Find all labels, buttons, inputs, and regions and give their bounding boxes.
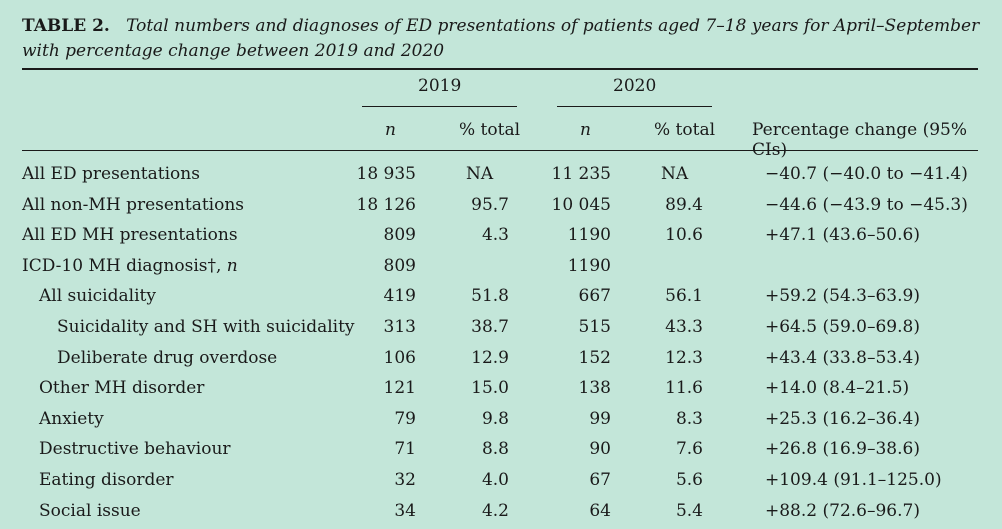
cell-pct-2020: 12.3	[665, 347, 703, 368]
cell-pct-change: +88.2 (72.6–96.7)	[765, 500, 920, 521]
cell-n-2019: 809	[383, 225, 416, 246]
cell-n-2019: 71	[394, 439, 416, 460]
rule-2020-span	[557, 106, 712, 107]
cell-n-2019: 18 126	[356, 194, 416, 215]
table-row: Anxiety 79 9.8 99 8.3 +25.3 (16.2–36.4)	[0, 404, 1002, 434]
cell-pct-2019: NA	[466, 164, 494, 184]
header-year-2019: 2019	[418, 76, 462, 96]
table-row: Suicidality and SH with suicidality 313 38…	[0, 312, 1002, 342]
cell-n-2020: 1190	[567, 255, 611, 276]
table-row: All suicidality 419 51.8 667 56.1 +59.2 (54.3…	[0, 281, 1002, 311]
row-label: Deliberate drug overdose	[57, 347, 278, 368]
table-row: Social issue 34 4.2 64 5.4 +88.2 (72.6–96.7)	[0, 496, 1002, 526]
table-row: Other MH disorder 121 15.0 138 11.6 +14.0 (8.…	[0, 373, 1002, 403]
cell-pct-2020: 43.3	[665, 317, 703, 337]
header-n-2019: n	[385, 120, 396, 140]
table-row: Eating disorder 32 4.0 67 5.6 +109.4 (91.1–12…	[0, 465, 1002, 495]
header-pct-change: Percentage change (95% CIs)	[752, 120, 968, 160]
cell-pct-change: +64.5 (59.0–69.8)	[765, 317, 920, 337]
cell-n-2019: 18 935	[356, 164, 416, 184]
row-label: All suicidality	[39, 286, 156, 307]
table-title: Total numbers and diagnoses of ED presen…	[22, 16, 980, 61]
cell-pct-2019: 15.0	[471, 378, 509, 399]
cell-n-2020: 1190	[567, 225, 611, 246]
cell-pct-change: +109.4 (91.1–125.0)	[765, 470, 942, 490]
table-row: Destructive behaviour 71 8.8 90 7.6 +26.8 (16…	[0, 434, 1002, 464]
cell-n-2019: 32	[394, 470, 416, 490]
cell-pct-2020: 5.4	[675, 500, 703, 521]
cell-pct-2019: 4.2	[481, 500, 509, 521]
cell-pct-2020: 11.6	[665, 378, 703, 399]
cell-n-2020: 152	[578, 347, 611, 368]
table-row: All ED MH presentations 809 4.3 1190 10.6 +47…	[0, 220, 1002, 250]
row-label: All non-MH presentations	[22, 194, 245, 215]
cell-n-2020: 11 235	[551, 164, 611, 184]
cell-pct-change: +14.0 (8.4–21.5)	[765, 378, 910, 399]
header-pct-2020: % total	[654, 120, 716, 140]
table-row: All non-MH presentations 18 126 95.7 10 045…	[0, 190, 1002, 220]
cell-n-2020: 67	[589, 470, 611, 490]
table-caption: TABLE 2. Total numbers and diagnoses of …	[22, 14, 984, 64]
row-label: Suicidality and SH with suicidality	[57, 317, 355, 337]
header-pct-2019: % total	[459, 120, 521, 140]
cell-pct-2019: 12.9	[471, 347, 509, 368]
cell-pct-2020: 89.4	[665, 194, 703, 215]
cell-pct-change: −40.7 (−40.0 to −41.4)	[765, 164, 968, 184]
cell-n-2019: 419	[383, 286, 416, 307]
header-rule	[22, 150, 978, 151]
cell-n-2020: 90	[589, 439, 611, 460]
rule-2019-span	[362, 106, 517, 107]
cell-pct-2019: 51.8	[471, 286, 509, 307]
cell-pct-2019: 4.3	[481, 225, 509, 246]
row-label: All ED presentations	[22, 164, 200, 184]
cell-n-2020: 667	[578, 286, 611, 307]
cell-pct-2019: 95.7	[471, 194, 509, 215]
table-number: TABLE 2.	[22, 16, 110, 36]
table-row: Deliberate drug overdose 106 12.9 152 12.3 +4…	[0, 343, 1002, 373]
row-label: ICD-10 MH diagnosis†, n	[22, 255, 238, 276]
cell-n-2019: 79	[394, 408, 416, 429]
row-label: All ED MH presentations	[22, 225, 238, 246]
row-label: Other MH disorder	[39, 378, 205, 399]
cell-n-2019: 106	[383, 347, 416, 368]
cell-n-2020: 515	[578, 317, 611, 337]
row-label: Social issue	[39, 500, 141, 521]
row-label: Anxiety	[39, 408, 104, 429]
cell-pct-change: +43.4 (33.8–53.4)	[765, 347, 920, 368]
italic-n: n	[226, 255, 238, 276]
cell-pct-2019: 8.8	[481, 439, 509, 460]
cell-pct-2020: 8.3	[675, 408, 703, 429]
cell-n-2020: 10 045	[551, 194, 611, 215]
cell-pct-2019: 38.7	[471, 317, 509, 337]
cell-n-2019: 121	[383, 378, 416, 399]
cell-pct-2020: 56.1	[665, 286, 703, 307]
header-n-2020: n	[580, 120, 591, 140]
row-label: Destructive behaviour	[39, 439, 231, 460]
cell-pct-change: +25.3 (16.2–36.4)	[765, 408, 920, 429]
cell-n-2020: 64	[589, 500, 611, 521]
cell-n-2020: 99	[589, 408, 611, 429]
table-row: All ED presentations 18 935 NA 11 235 NA −40.…	[0, 159, 1002, 189]
cell-pct-change: +47.1 (43.6–50.6)	[765, 225, 920, 246]
top-rule	[22, 68, 978, 70]
cell-pct-2020: 5.6	[675, 470, 703, 490]
cell-pct-2019: 4.0	[481, 470, 509, 490]
cell-n-2019: 313	[383, 317, 416, 337]
cell-pct-2020: NA	[661, 164, 689, 184]
header-year-2020: 2020	[613, 76, 657, 96]
cell-n-2020: 138	[578, 378, 611, 399]
cell-n-2019: 34	[394, 500, 416, 521]
cell-pct-change: +59.2 (54.3–63.9)	[765, 286, 920, 307]
table-row: ICD-10 MH diagnosis†, n 809 1190	[0, 251, 1002, 281]
cell-pct-2020: 7.6	[675, 439, 703, 460]
cell-pct-2019: 9.8	[481, 408, 509, 429]
cell-n-2019: 809	[383, 255, 416, 276]
cell-pct-change: +26.8 (16.9–38.6)	[765, 439, 920, 460]
row-label: Eating disorder	[39, 470, 174, 490]
cell-pct-2020: 10.6	[665, 225, 703, 246]
cell-pct-change: −44.6 (−43.9 to −45.3)	[765, 194, 968, 215]
